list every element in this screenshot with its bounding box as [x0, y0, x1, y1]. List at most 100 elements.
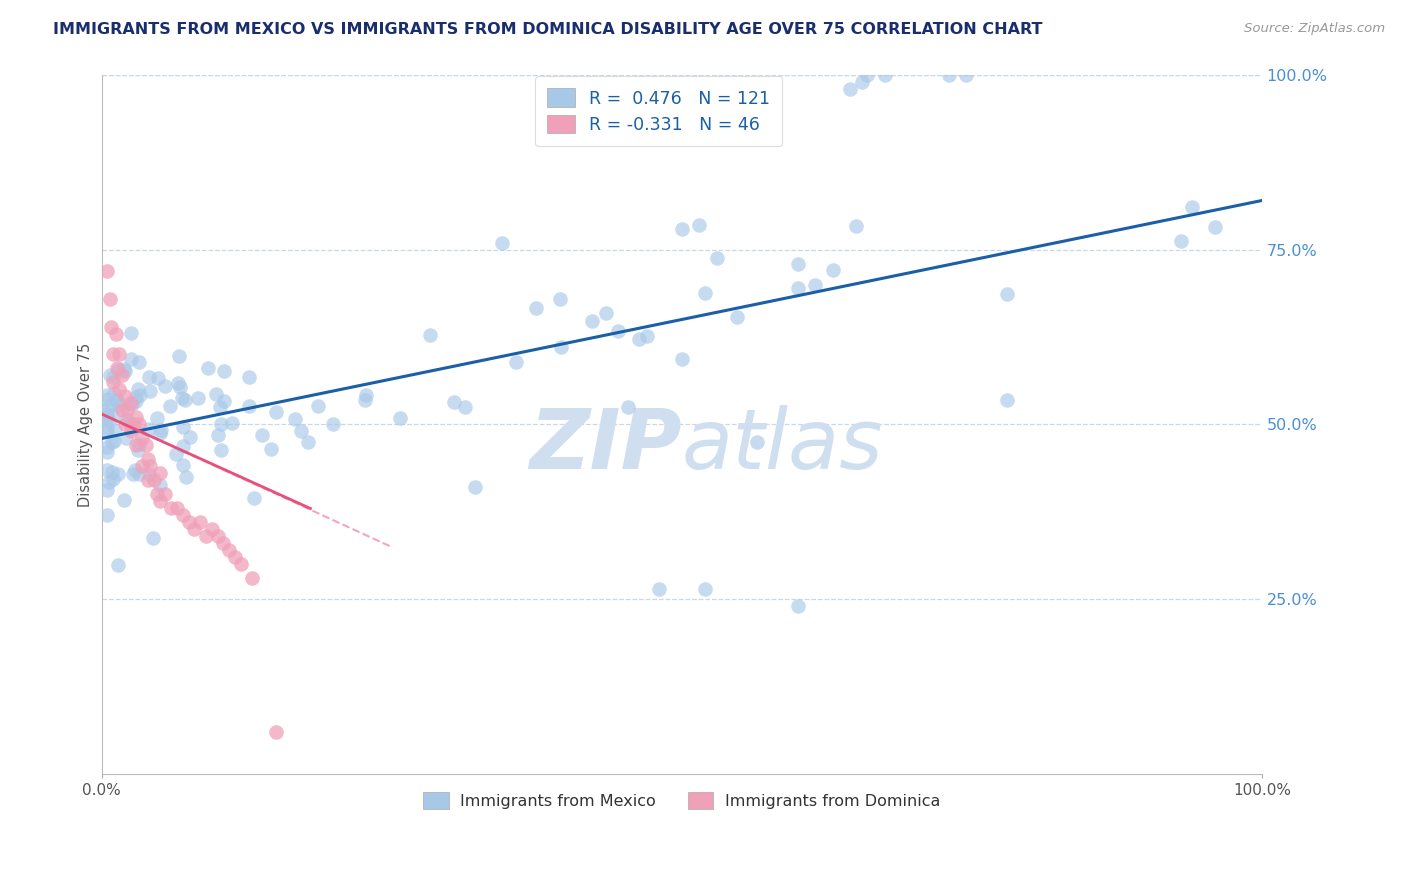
Point [155, 379, 177, 393]
Point [149, 494, 172, 508]
Point [224, 550, 246, 565]
Point [96, 402, 118, 417]
Point [131, 432, 153, 446]
Point [688, 218, 710, 232]
Point [214, 364, 236, 378]
Point [671, 352, 693, 367]
Point [142, 531, 165, 545]
Point [548, 292, 571, 306]
Point [120, 351, 142, 366]
Point [647, 582, 669, 596]
Point [149, 426, 172, 441]
Point [454, 400, 477, 414]
Point [747, 435, 769, 450]
Point [107, 394, 129, 409]
Point [167, 376, 190, 391]
Point [177, 516, 200, 530]
Point [96, 463, 118, 477]
Point [873, 68, 896, 82]
Point [96, 483, 118, 497]
Point [96, 263, 118, 277]
Point [104, 393, 127, 408]
Point [229, 558, 252, 572]
Point [725, 310, 748, 324]
Point [160, 501, 183, 516]
Point [122, 421, 145, 435]
Point [1204, 219, 1226, 234]
Point [128, 467, 150, 481]
Point [174, 392, 197, 407]
Point [172, 508, 194, 523]
Point [131, 459, 153, 474]
Point [114, 364, 136, 378]
Point [159, 400, 181, 414]
Point [129, 388, 152, 402]
Point [671, 221, 693, 235]
Point [170, 391, 193, 405]
Text: Source: ZipAtlas.com: Source: ZipAtlas.com [1244, 22, 1385, 36]
Point [111, 368, 134, 383]
Point [205, 387, 228, 401]
Point [105, 361, 128, 376]
Point [187, 391, 209, 405]
Point [96, 388, 118, 402]
Point [307, 400, 329, 414]
Point [636, 328, 658, 343]
Point [148, 371, 170, 385]
Point [96, 407, 118, 421]
Point [491, 235, 513, 250]
Point [138, 422, 160, 436]
Point [121, 397, 143, 411]
Point [108, 398, 131, 412]
Point [104, 423, 127, 437]
Point [264, 725, 287, 739]
Point [96, 420, 118, 434]
Point [145, 411, 167, 425]
Point [139, 459, 162, 474]
Point [786, 281, 808, 295]
Point [135, 438, 157, 452]
Point [443, 395, 465, 409]
Point [214, 393, 236, 408]
Point [107, 558, 129, 572]
Point [120, 326, 142, 340]
Point [138, 467, 160, 481]
Point [101, 472, 124, 486]
Point [221, 416, 243, 430]
Point [138, 369, 160, 384]
Point [786, 599, 808, 614]
Point [96, 410, 118, 425]
Point [127, 442, 149, 457]
Point [96, 424, 118, 438]
Point [238, 370, 260, 384]
Point [938, 68, 960, 82]
Point [195, 529, 218, 543]
Point [297, 435, 319, 450]
Point [96, 392, 118, 407]
Point [120, 396, 142, 410]
Point [995, 287, 1018, 301]
Point [786, 257, 808, 271]
Point [172, 419, 194, 434]
Point [103, 347, 125, 361]
Point [128, 437, 150, 451]
Point [149, 423, 172, 437]
Point [197, 360, 219, 375]
Point [169, 349, 191, 363]
Text: ZIP: ZIP [529, 405, 682, 486]
Point [114, 417, 136, 432]
Text: atlas: atlas [682, 405, 883, 486]
Point [103, 376, 125, 390]
Point [172, 439, 194, 453]
Point [354, 388, 377, 402]
Point [581, 314, 603, 328]
Point [112, 361, 135, 376]
Point [207, 529, 229, 543]
Point [121, 467, 143, 482]
Point [101, 465, 124, 479]
Point [115, 412, 138, 426]
Point [821, 263, 844, 277]
Point [101, 434, 124, 449]
Point [524, 301, 547, 315]
Point [172, 458, 194, 472]
